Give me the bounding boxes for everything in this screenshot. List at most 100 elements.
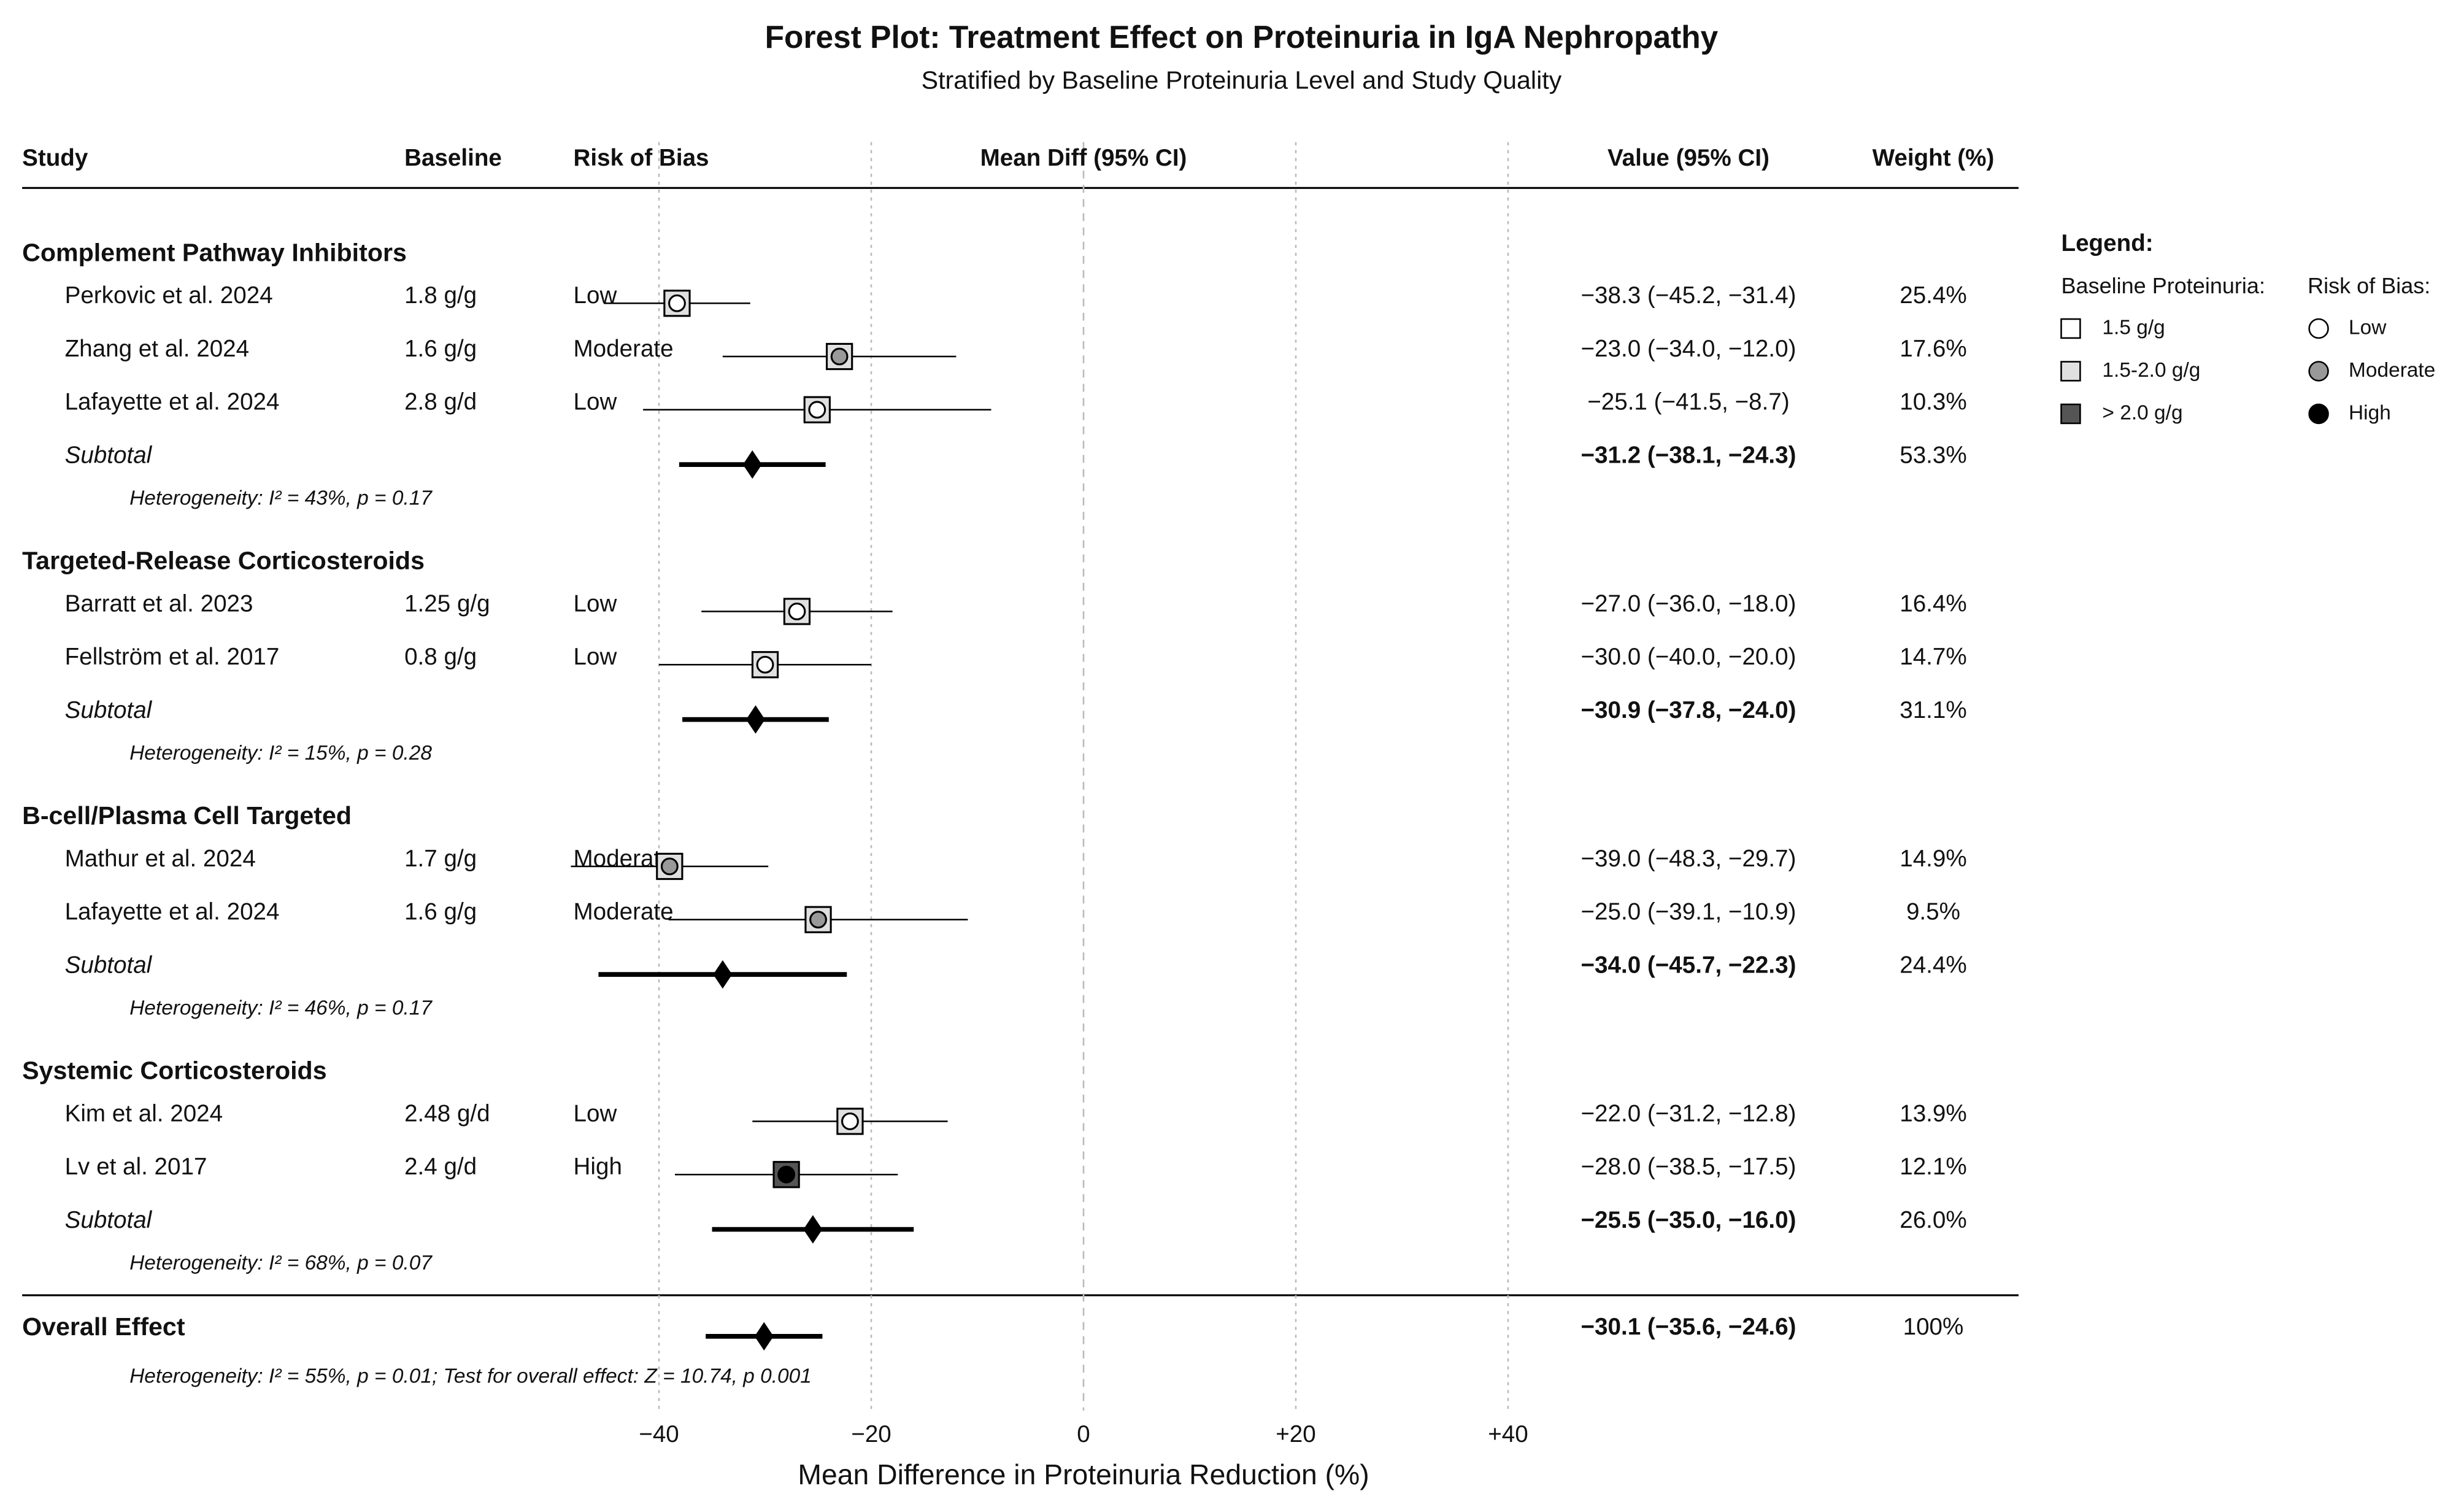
study-name: Mathur et al. 2024	[65, 846, 256, 872]
study-name: Kim et al. 2024	[65, 1100, 223, 1127]
column-header: Weight (%)	[1873, 145, 1995, 171]
heterogeneity: Heterogeneity: I² = 43%, p = 0.17	[129, 487, 433, 510]
baseline: 1.7 g/g	[404, 846, 477, 872]
baseline: 1.6 g/g	[404, 336, 477, 362]
column-header: Risk of Bias	[574, 145, 709, 171]
column-header: Study	[22, 145, 88, 171]
heterogeneity: Heterogeneity: I² = 46%, p = 0.17	[129, 997, 433, 1020]
subtotal-value: −34.0 (−45.7, −22.3)	[1580, 952, 1796, 978]
subtotal-label: Subtotal	[65, 952, 153, 978]
risk-of-bias: Low	[574, 282, 617, 309]
group-heading: B-cell/Plasma Cell Targeted	[22, 801, 352, 830]
study-name: Lafayette et al. 2024	[65, 389, 280, 415]
subtotal-weight: 24.4%	[1900, 952, 1966, 978]
legend-label: Low	[2349, 316, 2387, 339]
study-name: Barratt et al. 2023	[65, 590, 253, 617]
value-ci: −27.0 (−36.0, −18.0)	[1580, 590, 1796, 617]
value-ci: −39.0 (−48.3, −29.7)	[1580, 846, 1796, 872]
summary-diamond	[754, 1322, 774, 1351]
risk-of-bias: Low	[574, 1100, 617, 1127]
subtotal-weight: 53.3%	[1900, 442, 1966, 468]
value-ci: −23.0 (−34.0, −12.0)	[1580, 336, 1796, 362]
overall-value: −30.1 (−35.6, −24.6)	[1580, 1314, 1796, 1340]
weight: 10.3%	[1900, 389, 1966, 415]
risk-of-bias: Moderate	[574, 336, 674, 362]
effect-dot	[788, 603, 806, 620]
group-heading: Complement Pathway Inhibitors	[22, 238, 407, 266]
weight: 14.7%	[1900, 644, 1966, 670]
effect-dot	[777, 1165, 796, 1184]
weight: 12.1%	[1900, 1154, 1966, 1180]
heterogeneity: Heterogeneity: I² = 68%, p = 0.07	[129, 1252, 433, 1274]
baseline: 1.6 g/g	[404, 899, 477, 925]
summary-diamond	[746, 705, 765, 734]
column-header: Baseline	[404, 145, 502, 171]
weight: 25.4%	[1900, 282, 1966, 309]
baseline: 1.25 g/g	[404, 590, 490, 617]
x-tick-label: 0	[1077, 1421, 1090, 1447]
legend-swatch	[2308, 318, 2329, 339]
legend-label: High	[2349, 401, 2391, 424]
column-header: Value (95% CI)	[1607, 145, 1769, 171]
effect-dot	[756, 655, 774, 674]
overall-weight: 100%	[1903, 1314, 1964, 1340]
effect-dot	[808, 401, 826, 419]
legend-label: > 2.0 g/g	[2102, 401, 2182, 424]
risk-of-bias: Low	[574, 644, 617, 670]
risk-of-bias: Moderate	[574, 899, 674, 925]
baseline: 0.8 g/g	[404, 644, 477, 670]
baseline: 2.4 g/d	[404, 1154, 477, 1180]
weight: 17.6%	[1900, 336, 1966, 362]
heterogeneity: Heterogeneity: I² = 55%, p = 0.01; Test …	[129, 1365, 812, 1388]
column-header: Mean Diff (95% CI)	[980, 145, 1187, 171]
value-ci: −25.0 (−39.1, −10.9)	[1580, 899, 1796, 925]
subtotal-value: −30.9 (−37.8, −24.0)	[1580, 697, 1796, 723]
heterogeneity: Heterogeneity: I² = 15%, p = 0.28	[129, 742, 432, 765]
study-name: Perkovic et al. 2024	[65, 282, 273, 309]
value-ci: −28.0 (−38.5, −17.5)	[1580, 1154, 1796, 1180]
effect-dot	[668, 294, 686, 312]
subtotal-value: −25.5 (−35.0, −16.0)	[1580, 1207, 1796, 1233]
summary-diamond	[803, 1215, 823, 1244]
legend-label: 1.5 g/g	[2102, 316, 2165, 339]
study-name: Lv et al. 2017	[65, 1154, 207, 1180]
summary-diamond	[713, 960, 733, 989]
value-ci: −22.0 (−31.2, −12.8)	[1580, 1100, 1796, 1127]
weight: 14.9%	[1900, 846, 1966, 872]
legend-subtitle: Risk of Bias:	[2308, 273, 2430, 298]
x-tick-label: +40	[1488, 1421, 1528, 1447]
legend-title: Legend:	[2062, 230, 2154, 256]
legend-swatch	[2308, 361, 2329, 382]
legend-label: 1.5-2.0 g/g	[2102, 359, 2200, 382]
effect-dot	[830, 347, 849, 366]
subtotal-label: Subtotal	[65, 697, 153, 723]
weight: 9.5%	[1906, 899, 1960, 925]
effect-dot	[841, 1112, 859, 1130]
legend-swatch	[2060, 403, 2081, 425]
chart-subtitle: Stratified by Baseline Proteinuria Level…	[922, 66, 1562, 94]
baseline: 2.8 g/d	[404, 389, 477, 415]
subtotal-weight: 31.1%	[1900, 697, 1966, 723]
x-axis-label: Mean Difference in Proteinuria Reduction…	[798, 1459, 1369, 1490]
chart-title: Forest Plot: Treatment Effect on Protein…	[765, 19, 1719, 55]
x-tick-label: −40	[639, 1421, 679, 1447]
overall-label: Overall Effect	[22, 1312, 185, 1341]
study-name: Lafayette et al. 2024	[65, 899, 280, 925]
risk-of-bias: Low	[574, 590, 617, 617]
subtotal-label: Subtotal	[65, 442, 153, 468]
legend-swatch	[2060, 361, 2081, 382]
weight: 16.4%	[1900, 590, 1966, 617]
value-ci: −30.0 (−40.0, −20.0)	[1580, 644, 1796, 670]
value-ci: −25.1 (−41.5, −8.7)	[1587, 389, 1790, 415]
x-tick-label: +20	[1276, 1421, 1316, 1447]
subtotal-weight: 26.0%	[1900, 1207, 1966, 1233]
risk-of-bias: Low	[574, 389, 617, 415]
baseline: 2.48 g/d	[404, 1100, 490, 1127]
weight: 13.9%	[1900, 1100, 1966, 1127]
summary-diamond	[742, 450, 762, 479]
legend-label: Moderate	[2349, 359, 2435, 382]
study-name: Zhang et al. 2024	[65, 336, 250, 362]
legend-swatch	[2308, 403, 2329, 425]
